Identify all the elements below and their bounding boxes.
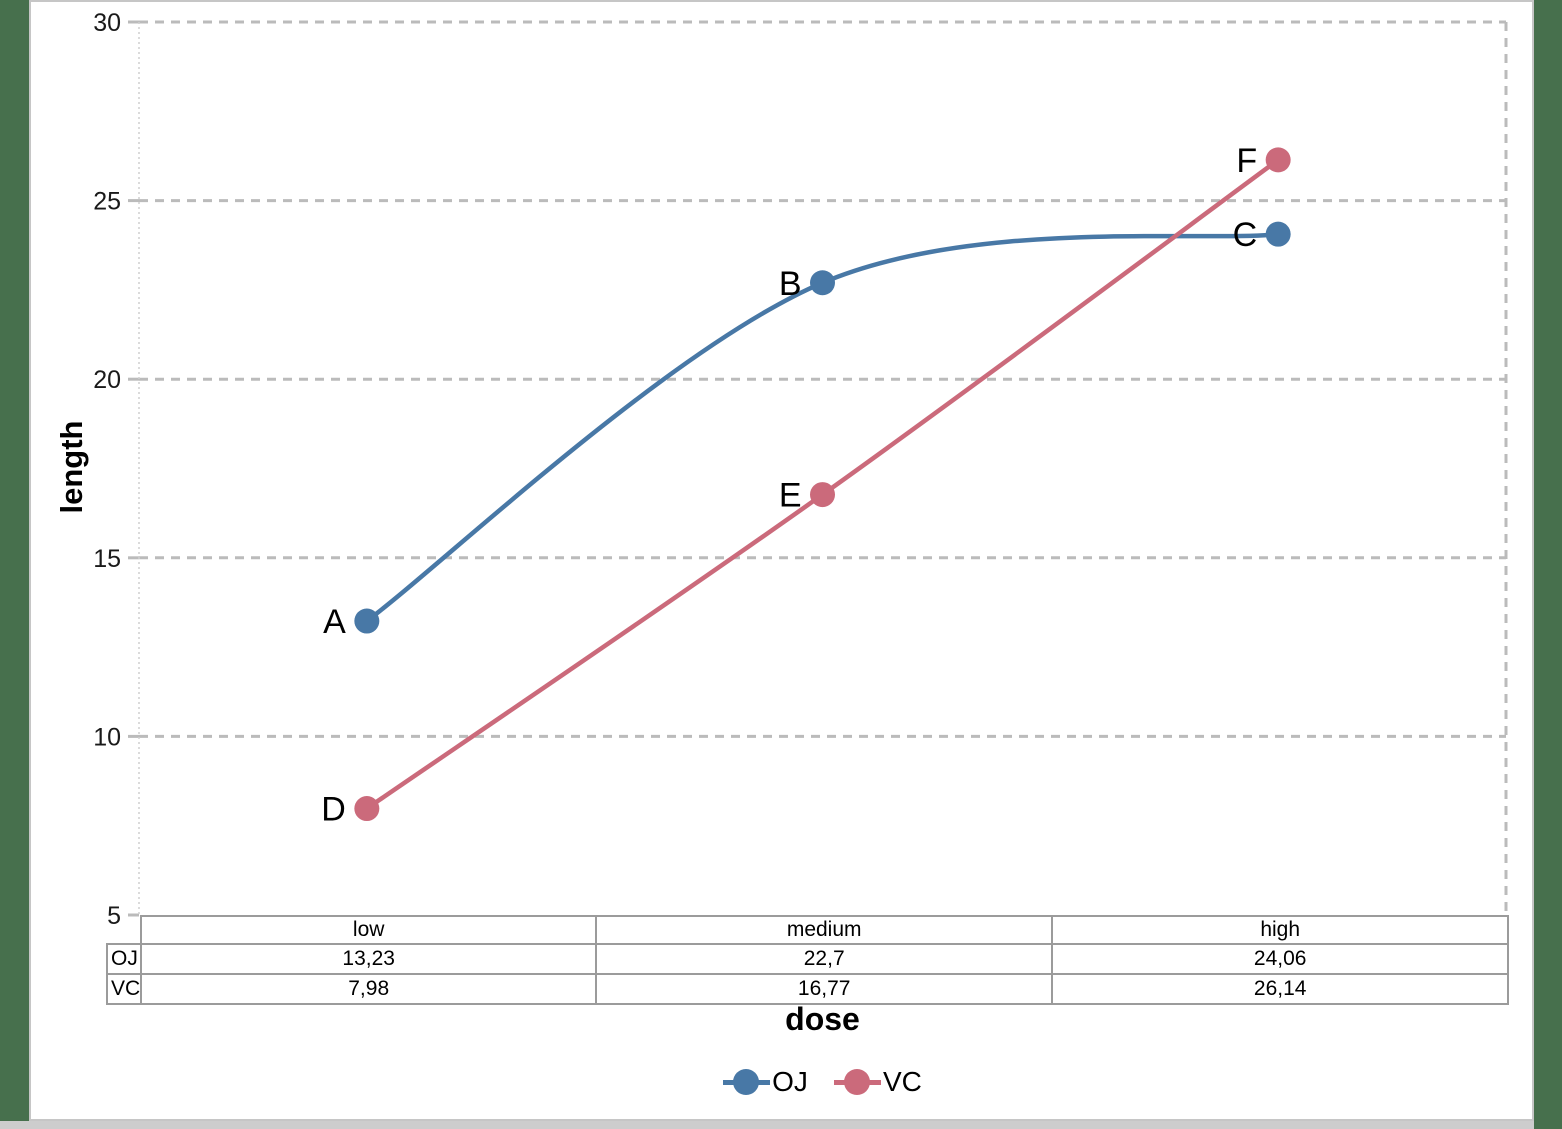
table-cell-vc-medium: 16,77	[595, 973, 1054, 1005]
point-label-d: D	[321, 791, 346, 829]
legend-item-oj: OJ	[723, 1066, 808, 1098]
table-cell-oj-medium: 22,7	[595, 943, 1054, 975]
table-cell-oj-low: 13,23	[140, 943, 598, 975]
table-row-label-vc: VC	[105, 973, 143, 1005]
data-table: low medium high OJ 13,23 22,7 24,06 VC 7…	[105, 915, 1510, 1005]
y-tick-label: 15	[93, 545, 121, 573]
y-tick-label: 5	[107, 902, 121, 930]
line-chart: 30 25 20 15 10 5 A B C D E F	[93, 9, 1508, 930]
table-header-low: low	[140, 915, 598, 945]
point-label-a: A	[323, 603, 346, 641]
y-tick-label: 25	[93, 188, 121, 216]
legend-label-vc: VC	[882, 1066, 922, 1097]
bottom-gray-strip	[0, 1121, 1534, 1129]
table-header-high: high	[1051, 915, 1510, 945]
table-cell-oj-high: 24,06	[1051, 943, 1510, 975]
legend-item-vc: VC	[833, 1066, 922, 1098]
y-tick-label: 20	[93, 366, 121, 394]
point-label-e: E	[779, 477, 802, 515]
chart-panel-inner: 30 25 20 15 10 5 A B C D E F length low medium high…	[31, 2, 1532, 1119]
table-header-row: low medium high	[107, 915, 1510, 945]
point-label-f: F	[1236, 142, 1257, 180]
point-vc-high	[1265, 147, 1291, 173]
table-row-oj: OJ 13,23 22,7 24,06	[105, 943, 1510, 975]
table-corner-spacer	[107, 916, 141, 944]
y-tick-label: 10	[93, 723, 121, 751]
vc-series-marker-icon	[833, 1068, 881, 1096]
point-oj-high	[1265, 221, 1291, 247]
y-axis-title: length	[54, 420, 89, 514]
table-row-label-oj: OJ	[105, 943, 143, 975]
legend-label-oj: OJ	[772, 1066, 808, 1097]
point-oj-medium	[810, 270, 835, 296]
y-tick-label: 30	[93, 9, 121, 37]
point-vc-low	[354, 796, 380, 822]
chart-panel: 30 25 20 15 10 5 A B C D E F length low medium high…	[29, 0, 1534, 1121]
table-header-medium: medium	[595, 915, 1054, 945]
table-cell-vc-low: 7,98	[140, 973, 598, 1005]
table-row-vc: VC 7,98 16,77 26,14	[105, 973, 1510, 1005]
legend: OJ VC	[139, 1066, 1506, 1098]
point-label-b: B	[779, 265, 802, 303]
point-label-c: C	[1233, 216, 1258, 254]
point-oj-low	[354, 608, 380, 634]
x-axis-title: dose	[785, 1001, 860, 1037]
oj-series-marker-icon	[723, 1068, 771, 1096]
point-vc-medium	[810, 482, 835, 508]
oj-legend-dot	[733, 1069, 760, 1095]
table-cell-vc-high: 26,14	[1051, 973, 1510, 1005]
vc-legend-dot	[843, 1069, 870, 1095]
